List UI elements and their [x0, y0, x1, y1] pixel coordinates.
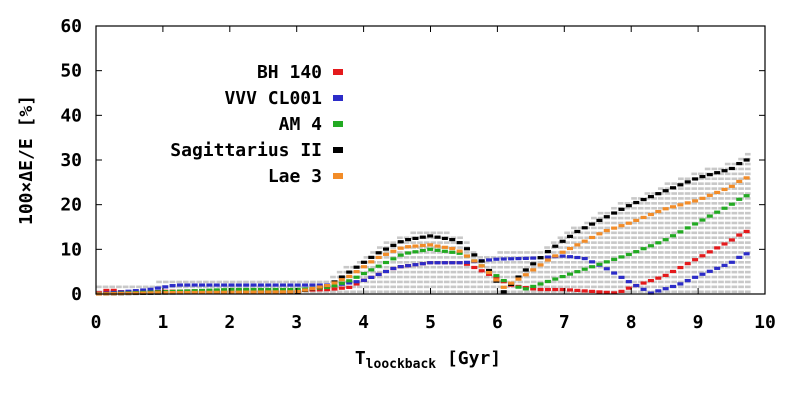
legend-label: VVV CL001	[224, 88, 322, 109]
y-tick-label: 60	[60, 16, 82, 37]
legend-entry: AM 4	[279, 114, 343, 135]
legend-swatch	[333, 173, 343, 179]
y-tick-label: 20	[60, 195, 82, 216]
y-tick-label: 10	[60, 239, 82, 260]
x-tick-label: 7	[559, 312, 570, 333]
legend: BH 140 VVV CL001 AM 4 Sagittarius II Lae 3	[170, 62, 343, 187]
legend-label: BH 140	[257, 62, 322, 83]
legend-swatch	[333, 95, 343, 101]
legend-entry: Sagittarius II	[170, 140, 343, 161]
series-lines	[96, 158, 750, 296]
legend-entry: BH 140	[257, 62, 343, 83]
y-tick-label: 30	[60, 150, 82, 171]
x-tick-label: 0	[91, 312, 102, 333]
x-tick-label: 4	[358, 312, 369, 333]
x-axis-title-subscript: loockback	[366, 357, 437, 372]
y-tick-label: 50	[60, 61, 82, 82]
x-axis-title-main: T	[355, 348, 366, 369]
series-line	[96, 176, 750, 296]
y-axis-title: 100×ΔE/E [%]	[16, 95, 37, 225]
x-tick-label: 10	[754, 312, 776, 333]
y-tick-label: 0	[71, 284, 82, 305]
uncertainty-bands	[96, 152, 751, 294]
legend-label: Lae 3	[268, 166, 322, 187]
legend-entry: VVV CL001	[224, 88, 343, 109]
legend-label: Sagittarius II	[170, 140, 322, 161]
legend-entry: Lae 3	[268, 166, 343, 187]
x-tick-label: 1	[157, 312, 168, 333]
legend-label: AM 4	[279, 114, 323, 135]
x-tick-label: 5	[425, 312, 436, 333]
x-tick-label: 6	[492, 312, 503, 333]
x-axis-title-unit: [Gyr]	[436, 348, 501, 369]
x-tick-label: 2	[224, 312, 235, 333]
x-tick-label: 3	[291, 312, 302, 333]
y-tick-label: 40	[60, 105, 82, 126]
legend-swatch	[333, 69, 343, 75]
legend-swatch	[333, 147, 343, 153]
x-tick-label: 8	[626, 312, 637, 333]
axis-ticks: 0 1 2 3 4 5 6 7 8 9 10 0 10 20 30 40 50 60	[60, 16, 776, 333]
legend-swatch	[333, 121, 343, 127]
x-tick-label: 9	[693, 312, 704, 333]
x-axis-title: Tloockback [Gyr]	[355, 348, 501, 372]
